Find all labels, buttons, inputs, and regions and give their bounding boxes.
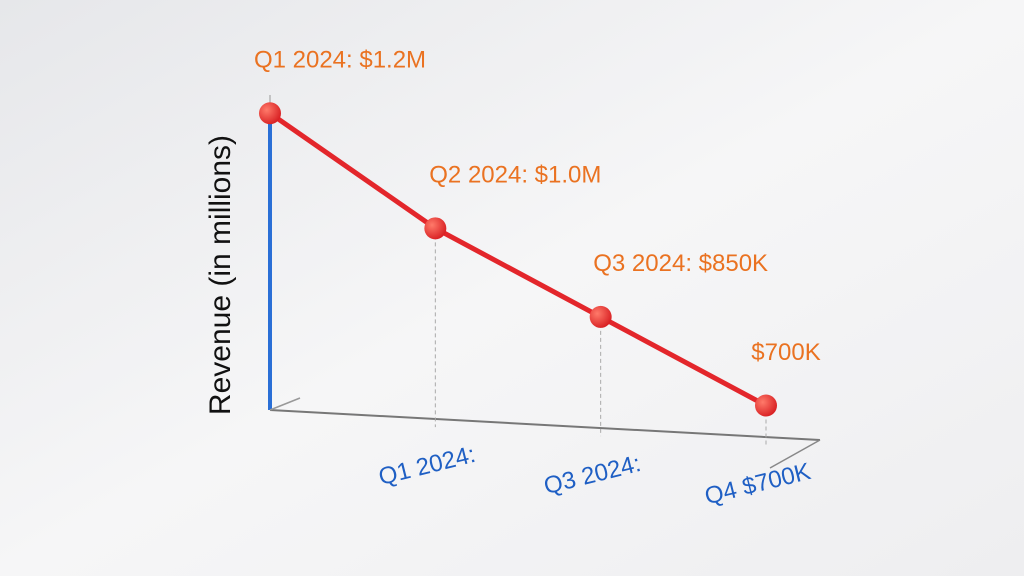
y-axis-label: Revenue (in millions) [204,135,237,415]
x-axis [269,409,821,441]
value-label: Q3 2024: $850K [593,250,768,277]
value-label: Q2 2024: $1.0M [429,162,601,189]
point [589,305,612,328]
value-label: $700K [751,339,820,366]
value-label: Q1 2024: $1.2M [254,47,426,74]
x-axis-end [769,439,821,469]
point [424,217,447,240]
point [259,102,281,125]
line-series [267,110,769,408]
x-axis-corner [269,397,301,411]
point [755,394,777,417]
